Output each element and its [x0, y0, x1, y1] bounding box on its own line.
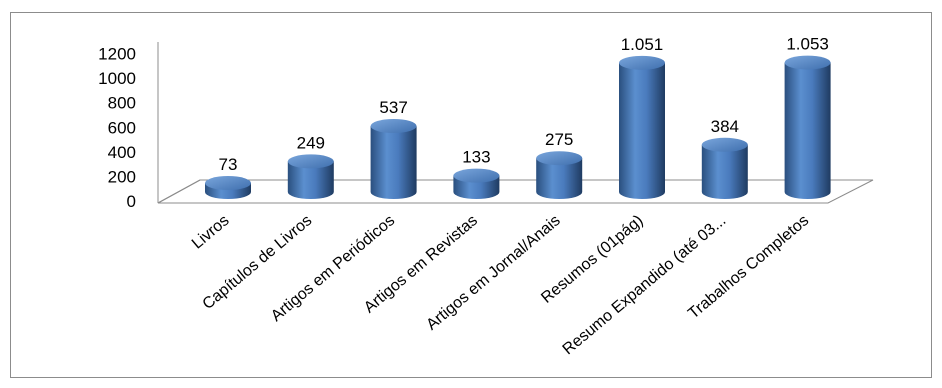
bar-top	[370, 119, 417, 134]
bar	[536, 151, 583, 200]
data-label: 133	[462, 148, 490, 167]
y-tick-label: 1000	[98, 69, 136, 88]
y-tick-label: 800	[108, 94, 136, 113]
bar	[619, 55, 665, 200]
data-label: 1.051	[621, 35, 664, 54]
x-tick-label: Resumo Expandido (até 03...	[560, 212, 730, 358]
bar-top	[784, 55, 831, 70]
data-labels: 73 249 537 133 275 1.051 384 1.053	[219, 35, 829, 174]
bar-top	[701, 137, 748, 152]
data-label: 275	[545, 130, 573, 149]
y-tick-label: 1200	[98, 45, 136, 64]
bar-body	[784, 62, 831, 200]
y-tick-label: 200	[108, 167, 136, 186]
data-label: 73	[219, 155, 238, 174]
bar	[701, 137, 748, 199]
bar	[287, 154, 334, 200]
bar-series	[205, 55, 831, 200]
bar-body	[287, 161, 334, 200]
data-label: 1.053	[786, 35, 829, 54]
y-axis: 0 200 400 600 800 1000 1200	[98, 45, 136, 211]
floor-plane	[157, 179, 874, 204]
floor-edge	[157, 179, 201, 204]
y-tick-label: 600	[108, 118, 136, 137]
bar-top	[287, 154, 334, 169]
bar	[370, 119, 417, 200]
bar	[453, 168, 500, 200]
data-label: 384	[711, 117, 739, 136]
bar	[205, 176, 251, 199]
bar-body	[536, 158, 583, 200]
x-tick-label: Livros	[189, 212, 233, 252]
chart-floor	[157, 42, 874, 204]
data-label: 537	[379, 98, 407, 117]
bar-body	[701, 144, 748, 199]
x-tick-label: Artigos em Jornal/Anais	[423, 212, 563, 334]
bar-top	[536, 151, 583, 166]
y-tick-label: 400	[108, 143, 136, 162]
bar-body	[370, 126, 417, 200]
y-tick-label: 0	[127, 192, 136, 211]
bar-top	[619, 55, 665, 70]
bar-top	[453, 168, 500, 183]
bar	[784, 55, 831, 200]
data-label: 249	[297, 133, 325, 152]
bar-top	[205, 176, 251, 191]
bar-body	[619, 62, 665, 200]
